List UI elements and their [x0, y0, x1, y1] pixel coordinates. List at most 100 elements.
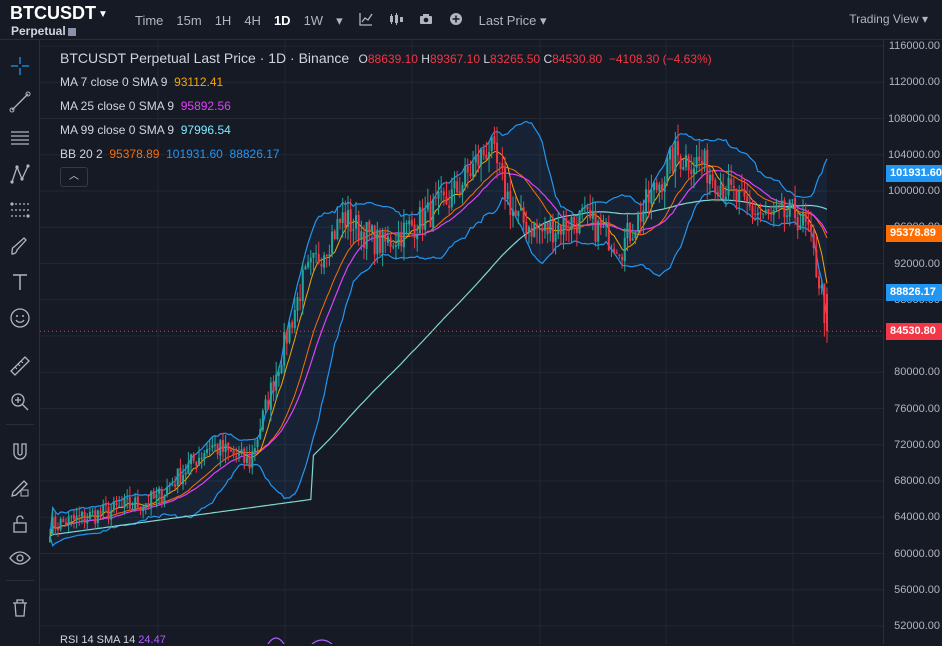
contract-type: Perpetual [11, 24, 76, 38]
candle-body [293, 309, 296, 329]
candle-body [679, 156, 682, 170]
tf-1w-button[interactable]: 1W [303, 13, 324, 28]
candle-body [373, 225, 376, 255]
symbol-selector[interactable]: BTCUSDT ▼ [10, 3, 108, 24]
candle-body [102, 504, 105, 514]
candle-body [586, 206, 589, 210]
candle-body [690, 169, 693, 175]
candle-body [213, 444, 216, 446]
legend-title-row: BTCUSDT Perpetual Last Price · 1D · Bina… [60, 48, 712, 72]
fib-icon[interactable] [8, 198, 32, 222]
candle-body [676, 141, 679, 156]
pattern-icon[interactable] [8, 162, 32, 186]
legend-bb[interactable]: BB 20 2 95378.89 101931.60 88826.17 [60, 144, 712, 168]
bb-label: BB 20 2 [60, 147, 103, 161]
brush-icon[interactable] [8, 234, 32, 258]
high-value: 89367.10 [429, 52, 481, 66]
magnet-icon[interactable] [8, 440, 32, 464]
zoom-icon[interactable] [8, 390, 32, 414]
candle-body [618, 254, 621, 256]
candle-body [139, 506, 142, 511]
rsi-line [267, 637, 333, 644]
candle-body [613, 248, 616, 253]
more-timeframes-icon[interactable]: ▾ [336, 12, 343, 28]
candle-body [820, 285, 823, 289]
lock-drawing-icon[interactable] [8, 476, 32, 500]
candle-body [365, 222, 368, 249]
candle-body [485, 154, 488, 160]
chevron-up-icon: ︿ [69, 171, 79, 182]
candle-body [637, 212, 640, 233]
add-icon[interactable] [449, 12, 463, 29]
candle-body [482, 149, 485, 156]
candle-body [496, 142, 499, 164]
candle-body [203, 453, 206, 459]
price-type-select[interactable]: Last Price ▾ [479, 13, 547, 29]
contract-flag-icon [67, 27, 76, 36]
tf-4h-button[interactable]: 4H [244, 13, 261, 28]
legend-collapse-button[interactable]: ︿ [60, 167, 88, 187]
text-icon[interactable] [8, 270, 32, 294]
ruler-icon[interactable] [8, 354, 32, 378]
time-button[interactable]: Time [135, 13, 164, 28]
horizontal-lines-icon[interactable] [8, 126, 32, 150]
candle-body [317, 254, 320, 263]
candle-body [621, 256, 624, 260]
chart-canvas[interactable] [40, 40, 883, 644]
eye-icon[interactable] [8, 546, 32, 570]
legend-ma7[interactable]: MA 7 close 0 SMA 9 93112.41 [60, 72, 712, 96]
chart-type-icon[interactable] [389, 12, 403, 29]
crosshair-icon[interactable] [8, 54, 32, 78]
candle-body [347, 210, 350, 227]
candle-body [645, 189, 648, 212]
candle-body [80, 511, 83, 517]
candle-body [804, 213, 807, 222]
candle-body [573, 216, 576, 224]
price-tick-label: 108000.00 [888, 112, 940, 125]
price-tick-label: 116000.00 [888, 40, 940, 52]
candle-body [54, 516, 57, 530]
trash-icon[interactable] [8, 596, 32, 620]
candle-body [200, 457, 203, 459]
candle-body [791, 199, 794, 201]
candle-body [732, 186, 735, 189]
low-key: L [483, 52, 491, 66]
candle-body [78, 515, 81, 517]
candle-body [780, 200, 783, 206]
candle-body [237, 453, 240, 456]
candle-body [107, 506, 110, 520]
candle-body [594, 211, 597, 242]
tf-1d-button[interactable]: 1D [273, 13, 291, 28]
ma99-value: 97996.54 [180, 123, 231, 137]
price-axis[interactable]: 116000.00 112000.00 108000.00 104000.00 1000… [883, 40, 942, 644]
trend-line-icon[interactable] [8, 90, 32, 114]
candle-body [312, 252, 315, 258]
candle-body [174, 484, 177, 487]
legend-ma99[interactable]: MA 99 close 0 SMA 9 97996.54 [60, 120, 712, 144]
bollinger-basis-line [49, 165, 828, 537]
camera-icon[interactable] [419, 13, 433, 28]
candle-body [722, 184, 725, 199]
candle-body [112, 501, 115, 510]
candle-body [692, 168, 695, 174]
candle-body [807, 221, 810, 225]
candle-body [75, 515, 78, 520]
candle-body [229, 449, 232, 452]
candle-body [631, 238, 634, 241]
lock-icon[interactable] [8, 512, 32, 536]
candle-body [488, 151, 491, 159]
close-key: C [543, 52, 553, 66]
candle-body [772, 210, 775, 215]
candle-body [309, 257, 312, 263]
price-chart[interactable] [40, 40, 883, 644]
candle-body [783, 200, 786, 218]
tf-15m-button[interactable]: 15m [176, 13, 202, 28]
candle-body [144, 503, 147, 508]
indicators-icon[interactable] [358, 12, 373, 29]
emoji-icon[interactable] [8, 306, 32, 330]
tf-1h-button[interactable]: 1H [214, 13, 232, 28]
candle-body [751, 206, 754, 215]
view-mode-select[interactable]: Trading View ▾ [849, 12, 928, 26]
ma25-line [49, 169, 828, 537]
legend-ma25[interactable]: MA 25 close 0 SMA 9 95892.56 [60, 96, 712, 120]
